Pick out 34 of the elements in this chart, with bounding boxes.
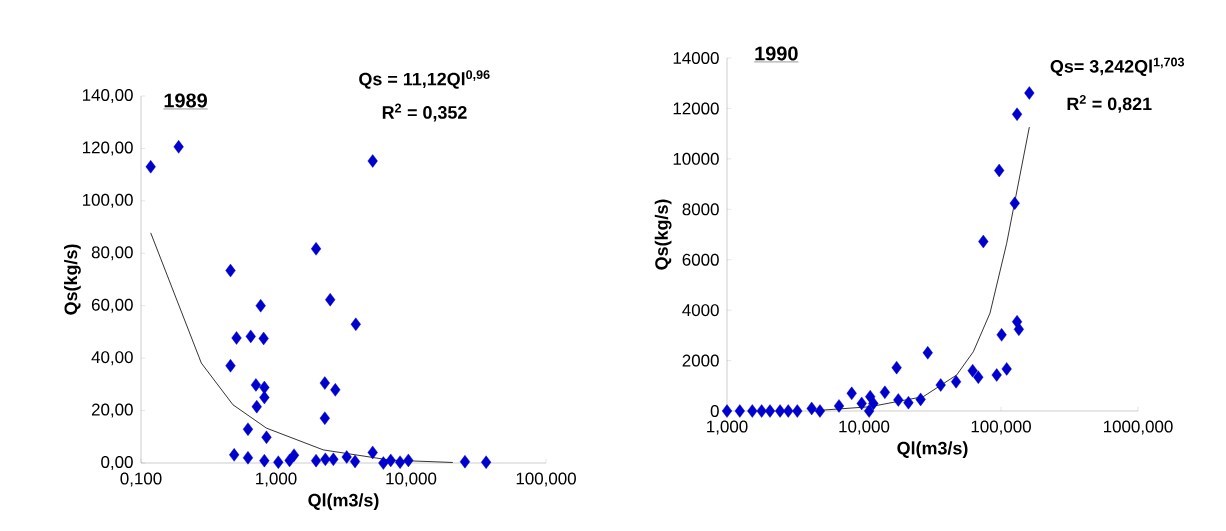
annotation: R$^{2}$ = 0,352: [382, 103, 467, 122]
x-tick-label: 10,000: [839, 420, 890, 435]
y-tick-label: 20,00: [91, 403, 133, 418]
x-tick-label: 100,000: [971, 420, 1031, 435]
x-tick-label: 1,000: [256, 472, 297, 487]
x-tick-label: 10,000: [386, 472, 437, 487]
y-tick-label: 80,00: [91, 246, 133, 261]
x-axis-title: Ql(m3/s): [897, 441, 968, 459]
x-tick-label: 100,000: [516, 472, 576, 487]
chart-title: 1989: [164, 93, 207, 108]
annotation: R$^{2}$ = 0,821: [1067, 94, 1152, 113]
x-tick-label: 1,000: [707, 420, 748, 435]
y-tick-label: 40,00: [91, 351, 133, 366]
annotation: Qs= 3,242Ql$^{1,703}$: [1050, 57, 1185, 77]
y-tick-label: 14000: [673, 52, 719, 64]
x-tick-label: 1000,000: [1103, 420, 1173, 435]
y-tick-label: 140,00: [82, 89, 133, 103]
y-tick-label: 4000: [682, 304, 719, 317]
y-tick-label: 120,00: [82, 141, 133, 156]
x-tick-label: 0,100: [120, 472, 162, 487]
y-tick-label: 60,00: [91, 298, 133, 313]
x-axis-title: Ql(m3/s): [308, 493, 379, 511]
y-axis-title: Qs(kg/s): [654, 199, 672, 270]
y-tick-label: 10000: [673, 152, 719, 165]
y-tick-label: 6000: [682, 253, 719, 266]
y-tick-label: 8000: [682, 203, 719, 216]
y-axis-title: Qs(kg/s): [64, 244, 81, 315]
y-tick-label: 100,00: [82, 193, 133, 208]
y-tick-label: 0: [710, 405, 719, 417]
y-tick-label: 12000: [673, 102, 719, 115]
text: Qs = 11,12Ql$^{0,96}$: [359, 70, 490, 89]
y-tick-label: 0,00: [101, 456, 133, 470]
y-tick-label: 2000: [682, 354, 719, 367]
chart-title: 1990: [755, 46, 798, 61]
